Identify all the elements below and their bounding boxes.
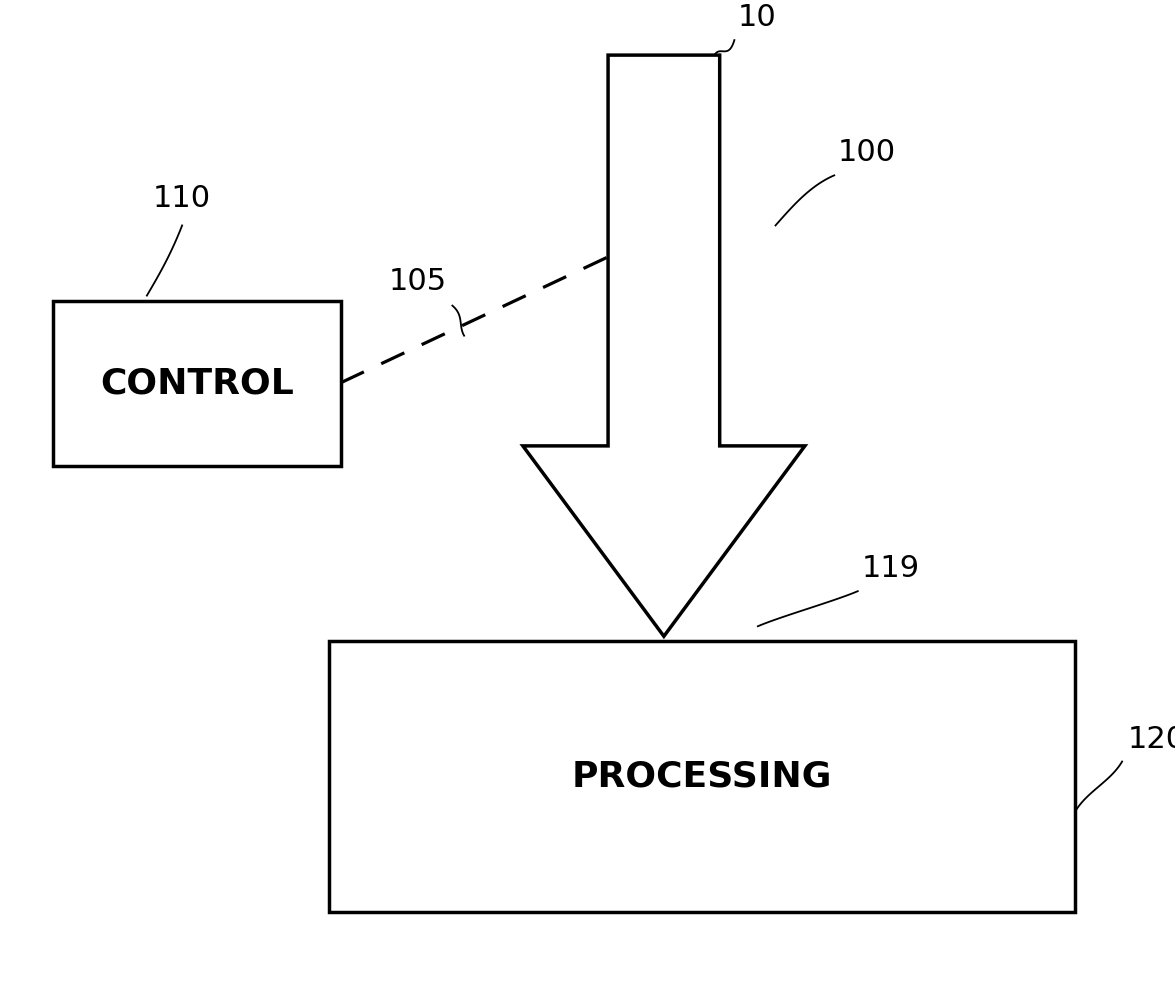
Text: 110: 110 <box>153 184 212 213</box>
Text: PROCESSING: PROCESSING <box>572 760 832 794</box>
Text: 100: 100 <box>838 138 895 167</box>
Text: 10: 10 <box>738 3 777 32</box>
Text: 105: 105 <box>389 267 446 296</box>
Text: CONTROL: CONTROL <box>100 367 294 400</box>
Bar <box>329 641 1075 912</box>
Text: 120: 120 <box>1128 724 1175 754</box>
Bar <box>53 301 341 466</box>
Polygon shape <box>523 55 805 636</box>
Text: 119: 119 <box>861 554 919 583</box>
